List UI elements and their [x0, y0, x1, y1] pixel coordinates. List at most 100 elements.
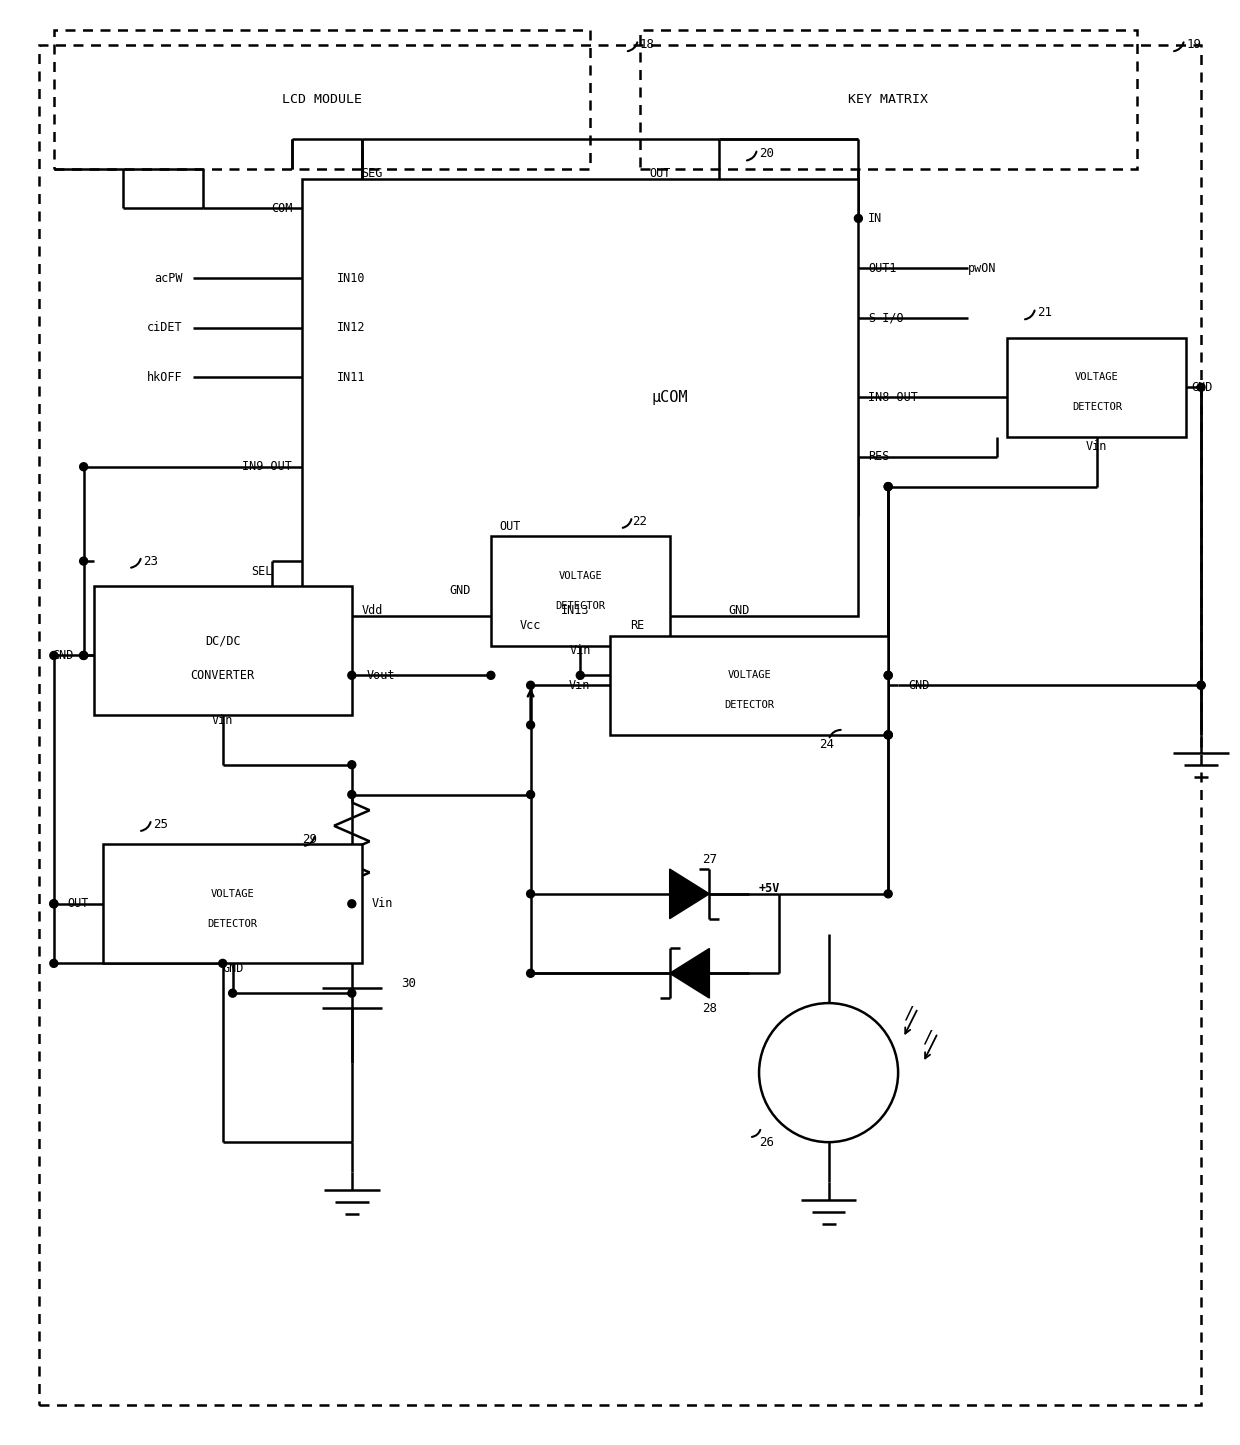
Text: IN10: IN10 [337, 272, 366, 285]
Text: KEY MATRIX: KEY MATRIX [848, 92, 929, 105]
Bar [103, 844, 362, 964]
Text: 18: 18 [640, 38, 655, 51]
Text: hkOFF: hkOFF [148, 371, 184, 384]
Circle shape [884, 890, 892, 897]
Circle shape [759, 1003, 898, 1142]
Text: 28: 28 [702, 1001, 717, 1014]
Circle shape [884, 731, 892, 738]
Text: Vin: Vin [1086, 441, 1107, 454]
Text: IN8 OUT: IN8 OUT [868, 390, 918, 403]
Text: 25: 25 [154, 818, 169, 831]
Circle shape [884, 731, 892, 738]
Circle shape [884, 483, 892, 490]
Text: μCOM: μCOM [651, 390, 688, 405]
Circle shape [884, 672, 892, 679]
Circle shape [50, 959, 58, 967]
Bar [491, 536, 670, 646]
Bar [93, 585, 352, 715]
Text: IN13: IN13 [560, 604, 589, 617]
Circle shape [487, 672, 495, 679]
Circle shape [218, 959, 227, 967]
Text: 24: 24 [818, 738, 833, 751]
Text: VOLTAGE: VOLTAGE [558, 571, 603, 581]
Text: 21: 21 [1037, 306, 1053, 319]
Text: +5V: +5V [759, 883, 780, 896]
Circle shape [527, 721, 534, 728]
Text: acPW: acPW [155, 272, 184, 285]
Text: Vdd: Vdd [362, 604, 383, 617]
Text: VOLTAGE: VOLTAGE [1075, 373, 1118, 383]
Circle shape [79, 462, 88, 471]
Circle shape [527, 890, 534, 897]
Text: 22: 22 [632, 514, 647, 527]
Text: Vout: Vout [367, 669, 396, 682]
Text: GND: GND [908, 679, 930, 692]
Text: VOLTAGE: VOLTAGE [211, 889, 254, 899]
Circle shape [348, 672, 356, 679]
Circle shape [50, 652, 58, 659]
Text: COM: COM [270, 202, 293, 215]
Text: OUT: OUT [650, 168, 671, 181]
Text: 30: 30 [402, 977, 417, 990]
Polygon shape [670, 948, 709, 998]
Text: Vin: Vin [372, 897, 393, 910]
Text: GND: GND [1192, 381, 1213, 394]
Text: IN11: IN11 [337, 371, 366, 384]
Text: Vin: Vin [569, 679, 590, 692]
Text: pwON: pwON [967, 262, 996, 275]
Text: GND: GND [450, 584, 471, 597]
Circle shape [1197, 681, 1205, 689]
Circle shape [1197, 383, 1205, 392]
Text: DC/DC: DC/DC [205, 634, 241, 647]
Text: OUT: OUT [67, 897, 88, 910]
Circle shape [527, 970, 534, 977]
Text: OUT1: OUT1 [868, 262, 897, 275]
Circle shape [884, 731, 892, 738]
Text: Vin: Vin [212, 714, 233, 727]
Circle shape [884, 672, 892, 679]
Circle shape [1197, 681, 1205, 689]
Circle shape [79, 652, 88, 659]
Circle shape [854, 214, 862, 223]
Text: CONVERTER: CONVERTER [191, 669, 254, 682]
Text: DETECTOR: DETECTOR [724, 701, 774, 709]
Bar [303, 179, 858, 616]
Bar [640, 30, 1137, 169]
Text: IN9 OUT: IN9 OUT [242, 460, 293, 473]
Text: DETECTOR: DETECTOR [207, 919, 258, 929]
Text: DETECTOR: DETECTOR [556, 601, 605, 611]
Circle shape [348, 990, 356, 997]
Text: ciDET: ciDET [148, 321, 184, 334]
Bar [53, 30, 590, 169]
Circle shape [50, 900, 58, 907]
Circle shape [50, 900, 58, 907]
Text: 20: 20 [759, 147, 774, 160]
Bar [1007, 338, 1187, 436]
Text: Vcc: Vcc [520, 618, 542, 631]
Text: 19: 19 [1187, 38, 1202, 51]
Text: GND: GND [729, 604, 750, 617]
Text: OUT: OUT [500, 520, 521, 533]
Text: /: / [923, 1029, 934, 1046]
Circle shape [884, 483, 892, 490]
Text: 26: 26 [759, 1136, 774, 1149]
Circle shape [348, 760, 356, 769]
Text: /: / [903, 1004, 914, 1022]
Text: IN12: IN12 [337, 321, 366, 334]
Text: 23: 23 [144, 555, 159, 568]
Text: RES: RES [868, 451, 889, 464]
Text: GND: GND [52, 649, 73, 662]
Text: RE: RE [630, 618, 645, 631]
Text: 29: 29 [303, 832, 317, 845]
Circle shape [79, 652, 88, 659]
Text: SEL: SEL [250, 565, 273, 578]
Circle shape [348, 900, 356, 907]
Text: DETECTOR: DETECTOR [1071, 402, 1122, 412]
Text: 27: 27 [702, 853, 717, 866]
Circle shape [527, 681, 534, 689]
Text: S-I/O: S-I/O [868, 311, 904, 324]
Text: SEG: SEG [362, 168, 383, 181]
Circle shape [79, 558, 88, 565]
Text: IN: IN [868, 212, 883, 225]
Text: GND: GND [222, 962, 243, 975]
